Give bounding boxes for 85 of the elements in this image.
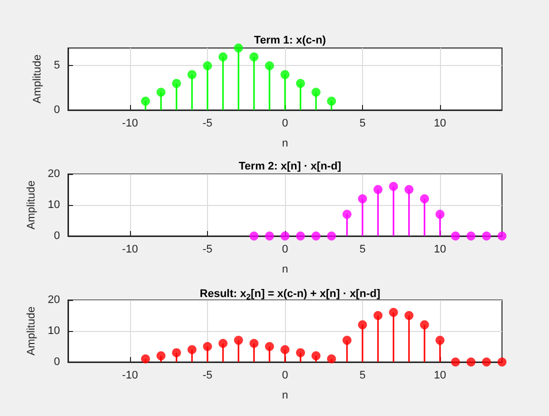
point [342, 210, 352, 219]
point [389, 308, 398, 317]
point [280, 70, 290, 80]
point [296, 232, 305, 240]
x-tick-label: -5 [202, 118, 212, 130]
chart-title: Term 2: x[n] · x[n-d] [238, 160, 342, 172]
point [436, 336, 444, 345]
point [451, 232, 460, 240]
point [482, 358, 491, 366]
point [420, 320, 429, 330]
y-tick-label: 0 [54, 356, 60, 368]
x-tick-label: -10 [122, 118, 138, 130]
point [250, 338, 258, 348]
point [296, 348, 305, 358]
point [482, 232, 491, 240]
point [250, 52, 258, 62]
x-tick-label: 0 [282, 370, 288, 382]
x-tick-label: 10 [434, 370, 446, 382]
point [250, 232, 258, 240]
point [218, 52, 228, 62]
point [234, 336, 243, 345]
x-tick-label: 5 [359, 244, 366, 256]
point [203, 61, 212, 70]
y-axis-title: Amplitude [31, 54, 44, 104]
x-tick-label: -10 [122, 370, 138, 382]
x-tick-label: -5 [202, 370, 212, 382]
point [280, 345, 290, 354]
point [327, 354, 336, 364]
point [172, 348, 181, 358]
point [374, 311, 382, 320]
x-tick-label: 10 [434, 244, 446, 256]
point [188, 345, 196, 354]
point [327, 232, 336, 240]
y-axis-title: Amplitude [25, 306, 38, 356]
point [358, 320, 367, 330]
x-tick-label: 5 [359, 118, 366, 130]
point [218, 338, 228, 348]
point [296, 78, 305, 88]
x-tick-label: 0 [282, 118, 288, 130]
x-tick-label: 0 [282, 244, 288, 256]
point [466, 358, 476, 366]
chart-title: Term 1: x(c-n) [254, 34, 326, 46]
point [451, 358, 460, 366]
point [265, 61, 274, 70]
point [265, 342, 274, 351]
point [156, 351, 166, 360]
y-tick-label: 0 [54, 230, 60, 242]
y-tick-label: 10 [48, 199, 60, 211]
point [265, 232, 274, 240]
point [156, 88, 166, 97]
point [436, 210, 444, 219]
point [203, 342, 212, 351]
y-tick-label: 10 [48, 325, 60, 337]
point [404, 311, 414, 320]
x-axis-title: n [282, 264, 288, 276]
point [141, 96, 150, 106]
point [188, 70, 196, 80]
point [312, 351, 320, 360]
y-tick-label: 5 [54, 60, 60, 72]
x-axis-title: n [282, 390, 288, 402]
x-tick-label: 10 [434, 118, 446, 130]
x-tick-label: 5 [359, 370, 366, 382]
point [312, 88, 320, 97]
y-tick-label: 20 [48, 294, 60, 306]
point [389, 182, 398, 191]
y-axis-title: Amplitude [25, 180, 38, 230]
point [172, 78, 181, 88]
y-tick-label: 20 [48, 168, 60, 180]
point [141, 354, 150, 364]
point [404, 185, 414, 194]
point [374, 185, 382, 194]
x-axis-title: n [282, 138, 288, 150]
y-tick-label: 0 [54, 104, 60, 116]
point [466, 232, 476, 240]
point [498, 358, 506, 366]
point [312, 232, 320, 240]
x-tick-label: -5 [202, 244, 212, 256]
point [280, 232, 290, 240]
point [342, 336, 352, 345]
x-tick-label: -10 [122, 244, 138, 256]
point [234, 44, 243, 52]
point [358, 194, 367, 204]
point [327, 96, 336, 106]
point [420, 194, 429, 204]
point [498, 232, 506, 240]
